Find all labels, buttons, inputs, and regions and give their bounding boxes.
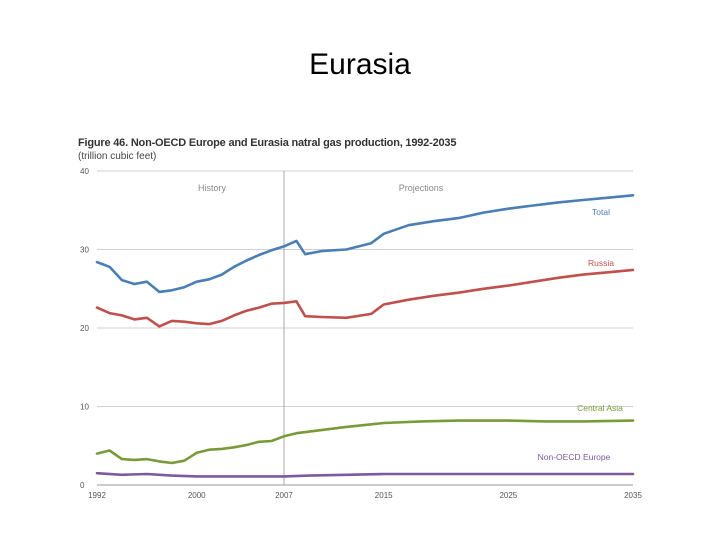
projections-label: Projections: [399, 183, 444, 193]
series-label-russia: Russia: [588, 258, 614, 268]
gridlines: [97, 171, 633, 485]
x-tick-label: 2000: [188, 491, 206, 500]
y-tick-label: 40: [80, 167, 89, 176]
y-tick-label: 10: [80, 403, 89, 412]
series-label-total: Total: [592, 207, 610, 217]
series-line-non-oecd-europe: [97, 473, 633, 476]
x-tick-label: 2025: [499, 491, 517, 500]
y-tick-label: 0: [80, 481, 85, 490]
x-tick-label: 2015: [375, 491, 393, 500]
y-tick-label: 20: [80, 324, 89, 333]
series-lines: [97, 195, 633, 476]
x-tick-label: 2007: [275, 491, 293, 500]
x-tick-label: 1992: [88, 491, 106, 500]
line-chart: 0 10 20 30 40 1992 2000 2007 2015 2025 2035 Histor…: [0, 0, 720, 540]
axes: 0 10 20 30 40 1992 2000 2007 2015 2025 2035: [80, 167, 642, 500]
series-label-non-oecd-europe: Non-OECD Europe: [538, 452, 611, 462]
x-tick-label: 2035: [624, 491, 642, 500]
history-label: History: [198, 183, 227, 193]
series-label-central-asia: Central Asia: [577, 403, 623, 413]
series-line-russia: [97, 270, 633, 327]
y-tick-label: 30: [80, 246, 89, 255]
